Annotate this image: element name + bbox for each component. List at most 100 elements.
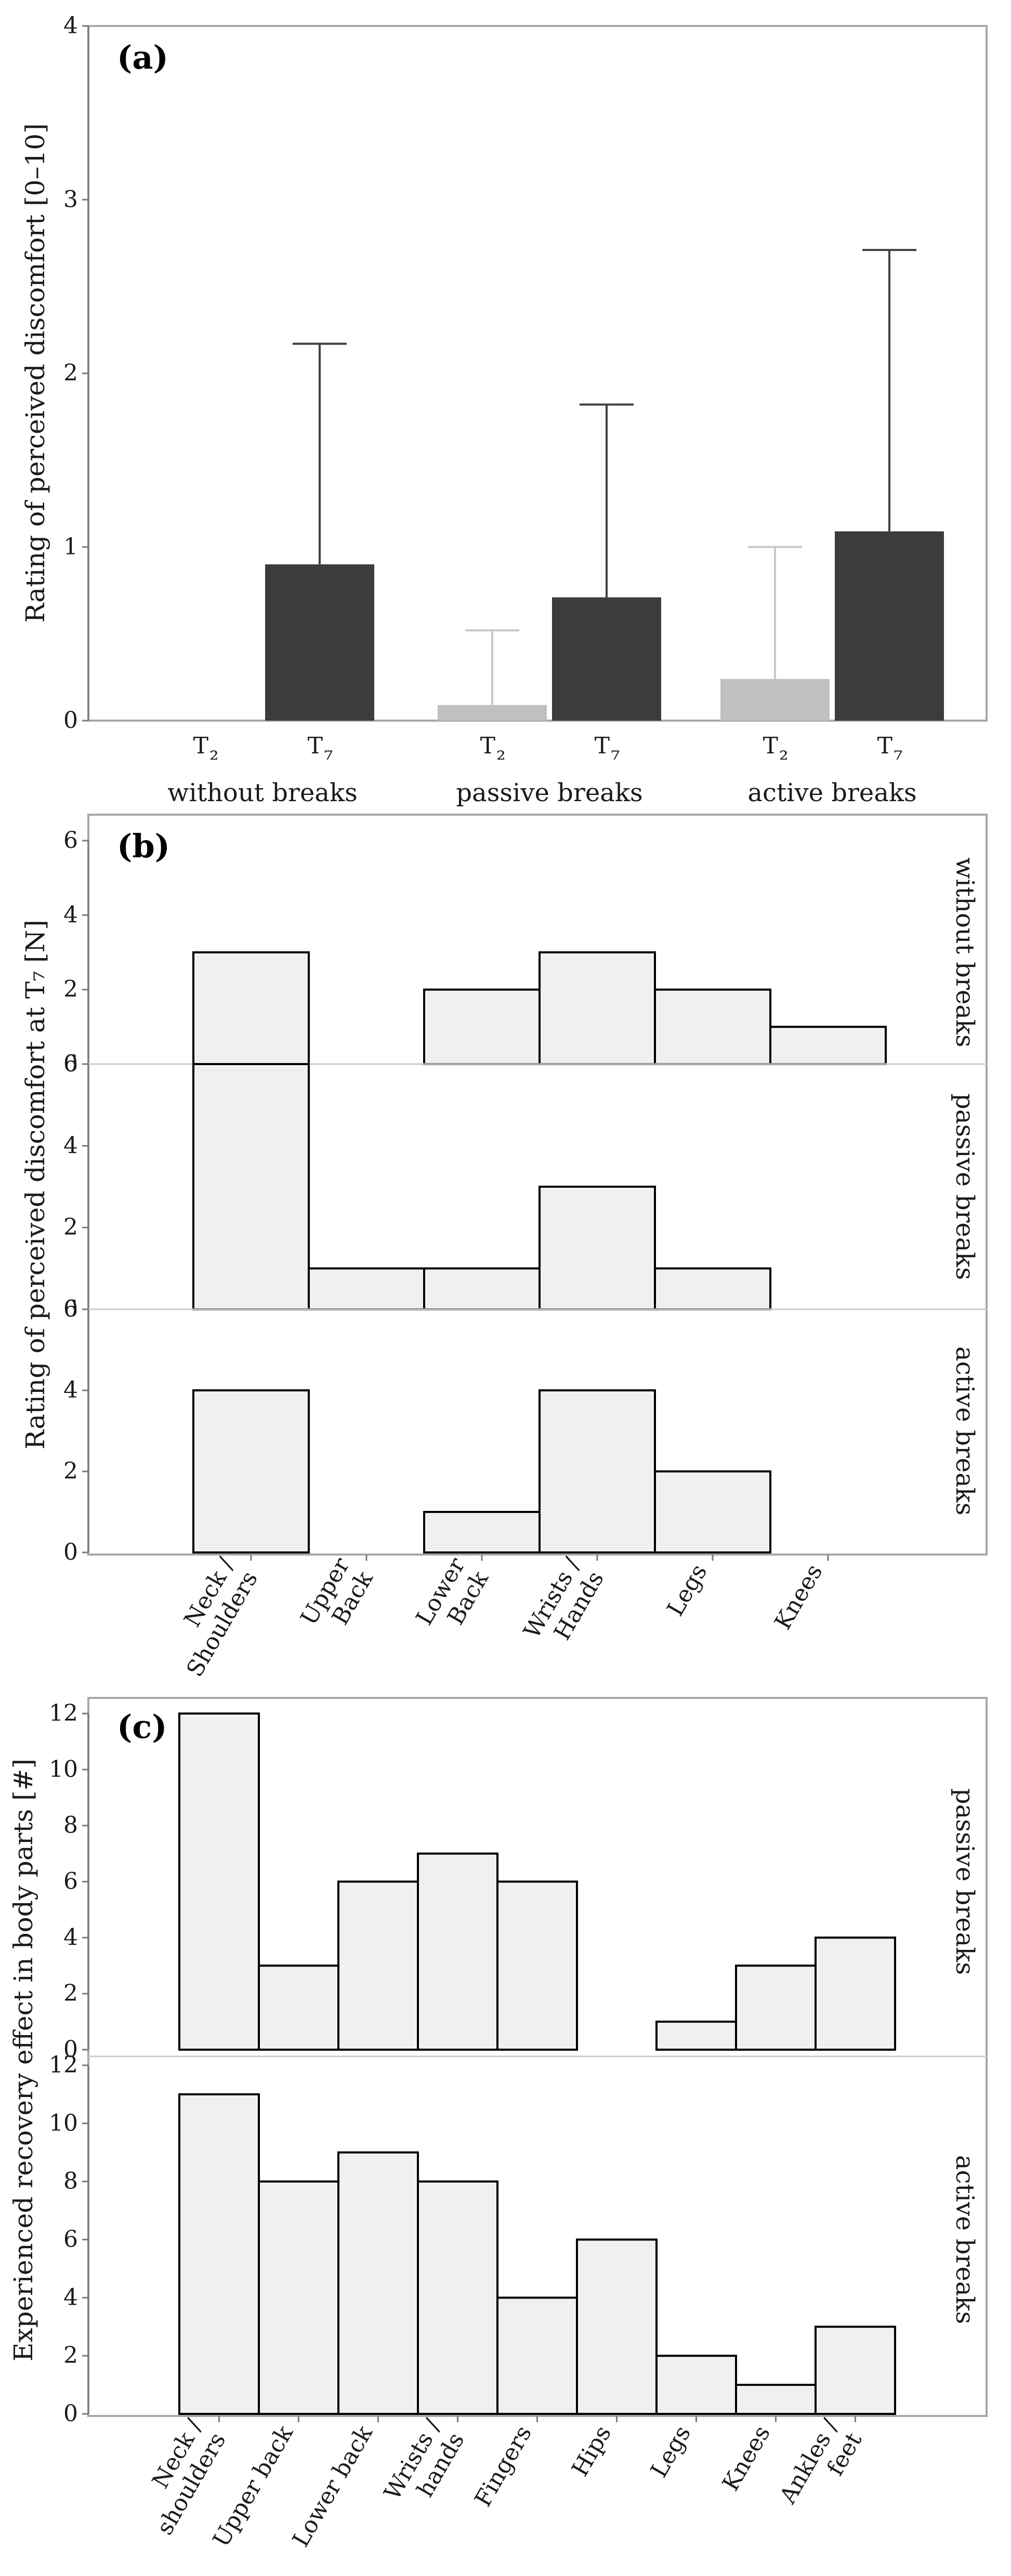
panel-a-sublabel-subscript: ₂ [496, 739, 506, 765]
panel-a-sublabel: T [763, 733, 778, 759]
panel-c-x-tick-label-line: Hips [567, 2421, 616, 2481]
panel-a-sublabel-subscript: ₂ [779, 739, 789, 765]
panel-b-x-tick-label: Legs [662, 1560, 712, 1621]
panel-b-x-tick-label: Wrists /Hands [519, 1553, 609, 1656]
panel-c-bar [178, 2093, 260, 2415]
panel-b-facet-label: active breaks [950, 1346, 979, 1515]
panel-b-x-tick-label: UpperBack [295, 1553, 378, 1643]
panel-b-x-tick-label-line: Legs [662, 1560, 712, 1621]
panel-c-x-tick-label-line: Lower back [287, 2421, 378, 2552]
panel-c-0-y-tick-label: 2 [63, 1980, 78, 2007]
panel-b-0-y-tick-label: 6 [63, 827, 78, 854]
panel-a-bar [720, 679, 830, 721]
panel-a-sublabel-subscript: ₂ [209, 739, 219, 765]
panel-b-2-y-tick-label: 2 [63, 1458, 78, 1484]
panel-b-bar [539, 1186, 656, 1310]
panel-c-bar [178, 1712, 260, 2051]
panel-c-x-tick-label-line: Fingers [469, 2421, 537, 2511]
panel-b-1-y-tick-label: 6 [63, 1051, 78, 1077]
panel-a-sublabel: T [308, 733, 323, 759]
panel-c-1-y-tick-label: 12 [49, 2052, 78, 2078]
panel-c-0-y-tick-label: 8 [63, 1812, 78, 1839]
panel-b-1-y-tick-label: 0 [63, 1296, 78, 1322]
panel-a-y-tick-label: 3 [63, 186, 78, 213]
panel-c-bar [496, 2296, 578, 2415]
panel-c-bar [576, 2238, 658, 2415]
panel-b-y-axis-title: Rating of perceived discomfort at T₇ [N] [20, 920, 50, 1450]
panel-c-x-tick-label: Hips [567, 2421, 616, 2481]
panel-b-bar [769, 1026, 887, 1066]
panel-c-bar [258, 2180, 339, 2415]
panel-b-bar [423, 1511, 541, 1553]
panel-a-bar [438, 705, 547, 721]
panel-c-bar [258, 1964, 339, 2051]
panel-c-x-tick-label-line: Legs [646, 2421, 696, 2482]
panel-c-x-tick-label: Knees [717, 2421, 776, 2495]
panel-a: 0 1 2 3 4 (a) Rating of perceived discomfort [… [20, 12, 988, 807]
panel-a-group-label: passive breaks [456, 778, 642, 807]
panel-b-bar [539, 951, 656, 1065]
panel-c-bar [655, 2021, 737, 2051]
panel-c-bar [417, 1852, 498, 2051]
panel-c-x-tick-label: Wrists /hands [379, 2414, 469, 2518]
panel-b-2-y-tick-label: 6 [63, 1296, 78, 1322]
panel-c-x-tick-label: Fingers [469, 2421, 537, 2511]
panel-c-bar [815, 2326, 896, 2415]
panel-a-sublabel: T [877, 733, 892, 759]
panel-a-y-tick-label: 4 [63, 12, 78, 39]
panel-b-facet-label: without breaks [950, 857, 979, 1047]
panel-b-bar [654, 1267, 771, 1310]
panel-c-x-tick-label-line: Knees [717, 2421, 776, 2495]
panel-a-y-tick-label: 2 [63, 360, 78, 387]
panel-c-1-y-tick-label: 4 [63, 2284, 78, 2311]
panel-b-tag: (b) [117, 827, 170, 865]
panel-a-group-label: active breaks [747, 778, 916, 807]
panel-a-sublabel: T [595, 733, 610, 759]
panel-a-y-axis-title: Rating of perceived discomfort [0–10] [20, 123, 50, 622]
panel-c-x-tick-label: Neck /shoulders [128, 2414, 231, 2539]
panel-b-x-tick-label-line: Knees [769, 1560, 828, 1634]
panel-b-x-tick-label: LowerBack [411, 1553, 494, 1643]
panel-a-sublabel-subscript: ₇ [894, 739, 903, 765]
panel-c-bar [417, 2180, 498, 2415]
panel-c-0-y-tick-label: 10 [49, 1756, 78, 1783]
panel-c-tag: (c) [117, 1708, 167, 1746]
panel-b-2-y-tick-label: 0 [63, 1539, 78, 1565]
panel-c-0-y-tick-label: 12 [49, 1700, 78, 1727]
panel-c-x-tick-label: Legs [646, 2421, 696, 2482]
panel-c-bar [815, 1936, 896, 2051]
panel-b-bar [308, 1267, 425, 1310]
panel-c-facet-label: active breaks [950, 2155, 979, 2324]
panel-a-bar [552, 597, 661, 721]
panel-c-1-y-tick-label: 8 [63, 2168, 78, 2195]
panel-b-2-y-tick-label: 4 [63, 1377, 78, 1403]
panel-a-sublabel-subscript: ₇ [324, 739, 333, 765]
panel-c-bar [337, 2151, 419, 2415]
panel-a-sublabel: T [480, 733, 495, 759]
panel-a-bar [265, 564, 374, 721]
panel-b-bar [539, 1389, 656, 1553]
panel-b-bar [192, 1063, 310, 1310]
panel-b-facet-label: passive breaks [950, 1093, 979, 1280]
panel-c-bar [655, 2355, 737, 2415]
panel-c-1-y-tick-label: 6 [63, 2226, 78, 2253]
panel-b-bar [192, 951, 310, 1065]
panel-b-1-y-tick-label: 4 [63, 1132, 78, 1159]
panel-c-facet-label: passive breaks [950, 1788, 979, 1975]
panel-a-sublabel: T [193, 733, 208, 759]
panel-c-x-tick-label: Ankles /feet [774, 2414, 868, 2522]
panel-c-0-y-tick-label: 0 [63, 2036, 78, 2063]
panel-c-bar [735, 2384, 817, 2415]
panel-c-bar [337, 1880, 419, 2051]
panel-c-bar [735, 1964, 817, 2051]
panel-b-1-y-tick-label: 2 [63, 1214, 78, 1241]
panel-b: (b) 0 2 4 6 without breaks 0 2 4 6 passive breaks 0… [20, 814, 988, 1681]
panel-b-bar [654, 1470, 771, 1553]
panel-c-1-y-tick-label: 10 [49, 2110, 78, 2136]
panel-c-1-y-tick-label: 0 [63, 2400, 78, 2427]
panel-b-0-y-tick-label: 0 [63, 1051, 78, 1077]
panel-c-bar [496, 1880, 578, 2051]
panel-b-x-tick-label: Knees [769, 1560, 828, 1634]
panel-a-y-tick-label: 0 [63, 707, 78, 734]
